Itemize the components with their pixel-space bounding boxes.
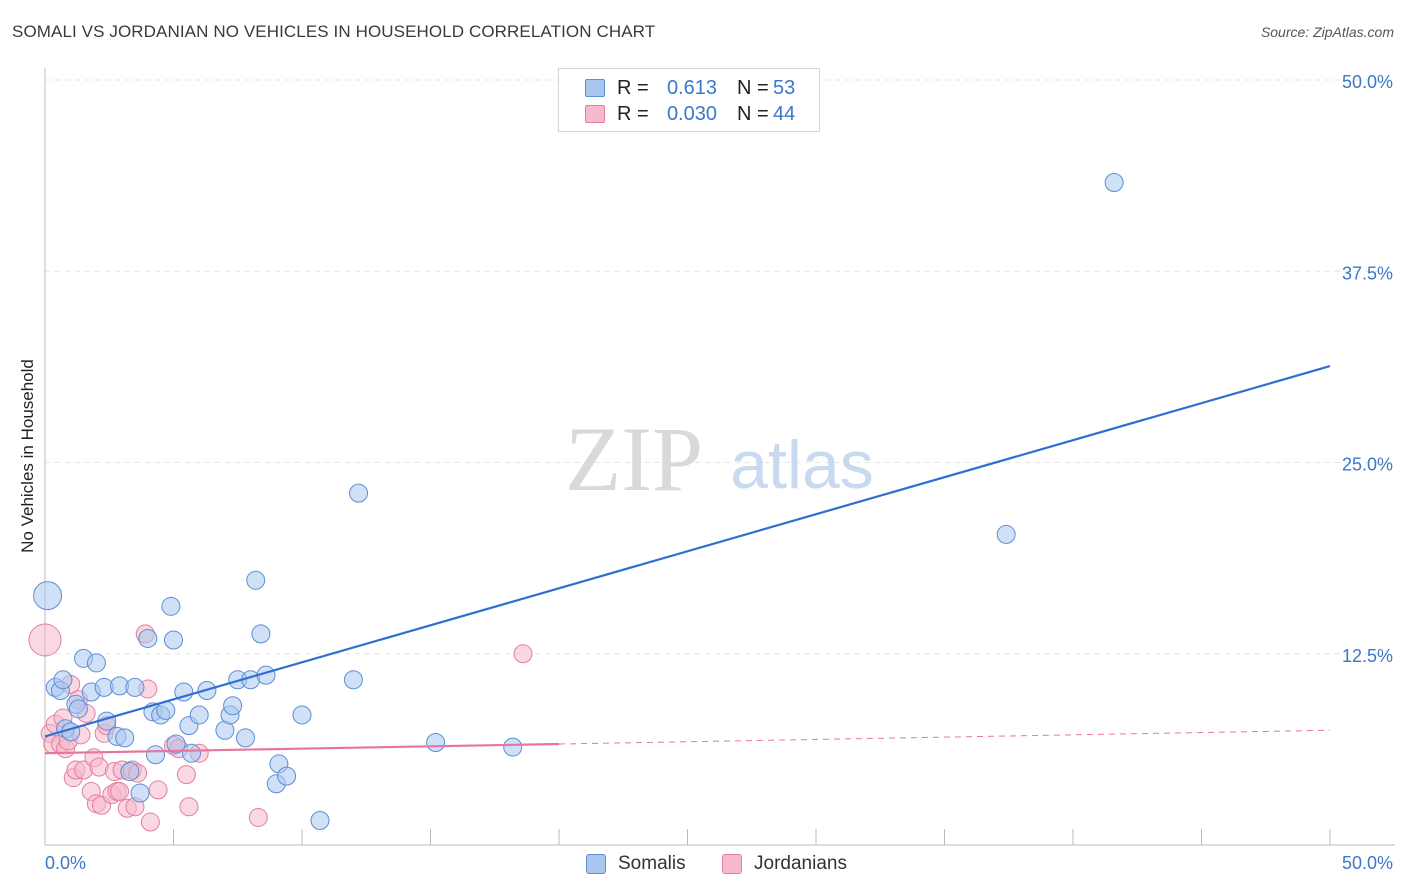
somalis-point [53, 670, 73, 690]
somalis-point [146, 745, 166, 765]
somalis-point [426, 732, 446, 752]
jordanians-legend-label: Jordanians [754, 853, 847, 874]
stats-legend: R = 0.613 N = 53 R = 0.030 N = 44 [558, 68, 820, 132]
somalis-point [223, 696, 243, 716]
somalis-point [68, 699, 88, 719]
somalis-point [181, 743, 201, 763]
somalis-point [1104, 173, 1124, 193]
somalis-point [996, 524, 1016, 544]
somalis-point [138, 628, 158, 648]
legend-item-jordanians[interactable]: Jordanians [722, 852, 847, 876]
x-tick-label: 0.0% [45, 853, 86, 873]
jordanians-point [148, 780, 168, 800]
jordanians-legend-swatch [722, 854, 742, 874]
somalis-point [86, 653, 106, 673]
somalis-legend-label: Somalis [618, 853, 686, 874]
n-label: N = [737, 102, 769, 125]
somalis-points [33, 173, 1124, 831]
trend-lines [44, 365, 1331, 755]
y-axis-label: No Vehicles in Household [18, 359, 37, 553]
x-tick-label: 50.0% [1342, 853, 1393, 873]
watermark-atlas: atlas [730, 427, 874, 503]
n-value: 53 [773, 76, 796, 99]
somalis-point [343, 670, 363, 690]
y-tick-label: 37.5% [1342, 263, 1393, 283]
watermark-zip: ZIP [565, 408, 703, 510]
somalis-point [277, 766, 297, 786]
jordanians-point [179, 797, 199, 817]
source-label: Source: ZipAtlas.com [1260, 24, 1394, 40]
r-label: R = [617, 102, 649, 125]
n-value: 44 [773, 102, 796, 125]
jordanians-trend-extension [558, 729, 1331, 745]
jordanians-point [28, 623, 62, 657]
jordanians-point [513, 644, 533, 664]
somalis-point [349, 483, 369, 503]
somalis-point [246, 570, 266, 590]
legend-row-somalis: R = 0.613 N = 53 [585, 77, 795, 99]
somalis-point [503, 737, 523, 757]
jordanians-point [140, 812, 160, 832]
somalis-point [161, 596, 181, 616]
r-label: R = [617, 76, 649, 99]
n-label: N = [737, 76, 769, 99]
legend-row-jordanians: R = 0.030 N = 44 [585, 103, 795, 125]
legend-item-somalis[interactable]: Somalis [586, 852, 686, 876]
somalis-point [310, 811, 330, 831]
jordanians-point [176, 765, 196, 785]
r-value: 0.613 [666, 76, 717, 99]
axes [44, 68, 1395, 846]
y-tick-label: 12.5% [1342, 646, 1393, 666]
somalis-point [235, 728, 255, 748]
chart-title: SOMALI VS JORDANIAN NO VEHICLES IN HOUSE… [12, 22, 656, 41]
somalis-point [189, 705, 209, 725]
jordanians-point [110, 781, 130, 801]
tick-labels: 12.5% 25.0% 37.5% 50.0% 0.0% 50.0% [45, 72, 1393, 873]
r-value: 0.030 [666, 102, 717, 125]
somalis-point [251, 624, 271, 644]
somalis-swatch [585, 79, 605, 97]
grid-lines [45, 79, 1395, 655]
somalis-point [166, 734, 186, 754]
somalis-point [125, 677, 145, 697]
y-tick-label: 25.0% [1342, 455, 1393, 475]
somalis-legend-swatch [586, 854, 606, 874]
somalis-point [174, 682, 194, 702]
watermark: ZIP atlas [565, 408, 874, 510]
somalis-trend-line [44, 365, 1331, 738]
jordanians-trend-line [44, 742, 560, 755]
y-tick-label: 50.0% [1342, 72, 1393, 92]
somalis-point [130, 783, 150, 803]
somalis-point [33, 581, 63, 611]
jordanians-swatch [585, 105, 605, 123]
jordanians-point [248, 807, 268, 827]
somalis-point [120, 762, 140, 782]
somalis-point [164, 630, 183, 650]
somalis-point [115, 728, 135, 748]
somalis-point [292, 705, 312, 725]
